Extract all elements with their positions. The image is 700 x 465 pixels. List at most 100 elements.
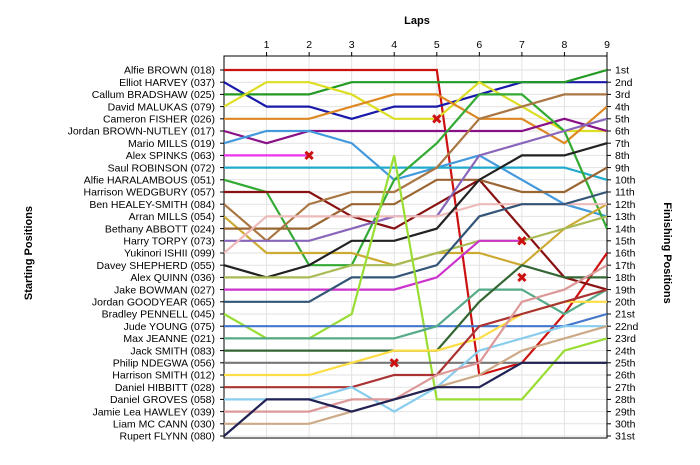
finish-label: 15th [615,236,636,248]
finish-label: 28th [615,394,636,406]
x-axis-title: Laps [404,15,430,27]
retirement-marker [389,358,399,368]
finish-label: 23rd [615,333,636,345]
right-axis-title: Finishing Positions [661,202,673,303]
start-label: Harrison WEDGBURY (057) [84,187,215,199]
series-line-3 [224,68,608,96]
finish-label: 16th [615,248,636,260]
series-line-19 [224,239,522,291]
finish-label: 10th [615,175,636,187]
start-label: Davey SHEPHERD (055) [97,260,215,272]
start-label: Alex SPINKS (063) [126,150,215,162]
start-label: Cameron FISHER (026) [103,114,215,126]
start-label: Yukinori ISHII (099) [124,248,215,260]
series-line-6 [223,117,608,145]
series-line-27 [224,288,608,389]
x-tick-label: 5 [434,39,440,51]
finish-label: 26th [615,370,636,382]
retirement-marker [304,150,314,161]
series-line-17 [223,142,608,279]
finish-label: 1st [615,65,629,77]
start-label: Elliot HARVEY (037) [119,77,215,89]
start-label: Philip NDEGWA (056) [113,358,215,370]
start-label: Alfie BROWN (018) [124,65,215,77]
start-label: Rupert FLYNN (080) [119,431,215,443]
finish-label: 31st [615,431,635,443]
finish-label: 11th [615,187,635,199]
start-label: Harrison SMITH (012) [112,370,215,382]
start-label: Alfie HARALAMBOUS (051) [84,175,215,187]
series-line-1 [224,68,608,377]
x-tick-label: 8 [562,39,568,51]
series-line-5 [224,93,608,145]
x-tick-label: 2 [306,39,312,51]
series-line-20 [224,190,608,303]
finish-label: 12th [615,199,636,211]
finish-label: 6th [615,126,630,138]
finish-label: 13th [615,211,636,223]
finish-label: 30th [615,419,636,431]
finish-label: 5th [615,114,630,126]
start-label: Saul ROBINSON (072) [108,162,215,174]
x-tick-label: 3 [349,39,355,51]
start-label: David MALUKAS (079) [108,101,215,113]
retirement-markers [304,114,527,368]
grid [223,55,608,439]
start-label: Bethany ABBOTT (024) [105,223,215,235]
finish-label: 7th [615,138,630,150]
start-label: Mario MILLS (019) [128,138,215,150]
finish-label: 18th [615,272,636,284]
start-label: Jack SMITH (083) [130,345,215,357]
retirement-marker [432,114,442,124]
start-label: Max JEANNE (021) [123,333,215,345]
start-label: Bradley PENNELL (045) [102,309,215,321]
series-line-4 [223,80,607,133]
start-label: Jordan GOODYEAR (065) [92,297,215,309]
labels: 1 2 3 4 5 6 7 8 9 Alfie BROWN (018)Elliot HARVEY … [68,39,639,443]
finish-label: 14th [615,223,636,235]
finish-label: 17th [615,260,636,272]
start-label: Daniel GROVES (058) [110,394,215,406]
series-line-22 [224,312,608,328]
retirement-marker [517,272,527,283]
finish-label: 8th [615,150,630,162]
x-tick-label: 6 [476,39,482,51]
start-label: Jake BOWMAN (027) [114,284,215,296]
series-lines [223,68,609,437]
finish-label: 9th [615,162,630,174]
finish-label: 2nd [615,77,633,89]
series-line-12 [223,93,607,243]
x-tick-label: 9 [604,39,610,51]
finish-label: 3rd [615,89,630,101]
start-label: Ben HEALEY-SMITH (084) [89,199,215,211]
start-label: Harry TORPY (073) [123,236,215,248]
finish-label: 20th [615,297,636,309]
retirement-marker [517,236,527,246]
start-label: Callum BRADSHAW (025) [92,89,215,101]
finish-label: 4th [615,101,630,113]
series-line-23 [224,288,608,340]
start-label: Jamie Lea HAWLEY (039) [92,406,215,418]
start-label: Jude YOUNG (075) [124,321,215,333]
x-tick-label: 1 [264,39,270,51]
start-label: Liam MC CANN (030) [113,419,215,431]
finish-label: 21st [615,309,635,321]
start-label: Alex QUINN (036) [130,272,215,284]
finish-label: 24th [615,345,636,357]
finish-label: 25th [615,358,636,370]
finish-label: 19th [615,284,636,296]
x-tick-label: 7 [519,39,525,51]
series-line-31 [223,361,607,437]
start-label: Daniel HIBBITT (028) [115,382,215,394]
finish-label: 29th [615,406,636,418]
finish-label: 27th [615,382,636,394]
series-line-29 [224,264,608,413]
finish-label: 22nd [615,321,639,333]
x-tick-label: 4 [391,39,397,51]
start-label: Arran MILLS (054) [129,211,215,223]
series-line-2 [223,81,607,120]
start-label: Jordan BROWN-NUTLEY (017) [68,126,215,138]
series-line-14 [224,166,608,230]
series-line-9 [224,166,608,181]
